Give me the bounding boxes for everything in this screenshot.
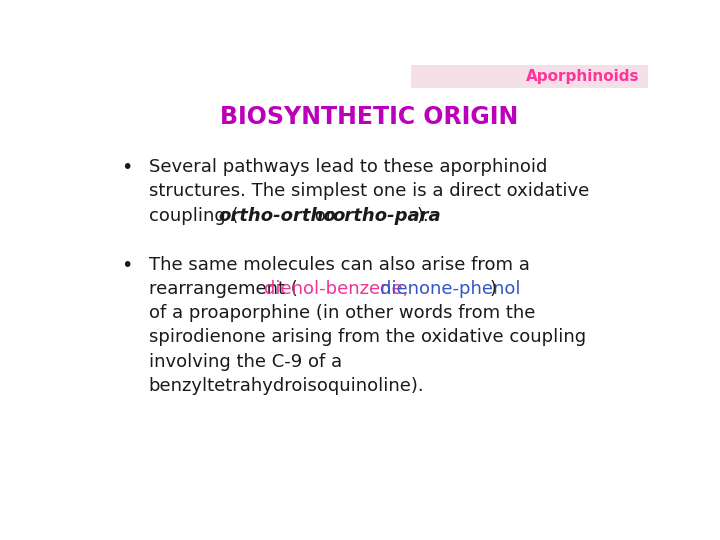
Text: rearrangement (: rearrangement ( [148, 280, 297, 298]
Text: Several pathways lead to these aporphinoid: Several pathways lead to these aporphino… [148, 158, 547, 177]
Text: The same molecules can also arise from a: The same molecules can also arise from a [148, 256, 529, 274]
FancyBboxPatch shape [411, 65, 648, 87]
Text: or: or [309, 207, 339, 225]
Text: of a proaporphine (in other words from the: of a proaporphine (in other words from t… [148, 305, 535, 322]
Text: spirodienone arising from the oxidative coupling: spirodienone arising from the oxidative … [148, 328, 585, 347]
Text: ): ) [489, 280, 496, 298]
Text: ortho-para: ortho-para [333, 207, 441, 225]
Text: Aporphinoids: Aporphinoids [526, 69, 639, 84]
Text: ).: ). [417, 207, 429, 225]
Text: BIOSYNTHETIC ORIGIN: BIOSYNTHETIC ORIGIN [220, 105, 518, 129]
Text: ortho-ortho: ortho-ortho [218, 207, 336, 225]
Text: dienone-phenol: dienone-phenol [380, 280, 521, 298]
Text: structures. The simplest one is a direct oxidative: structures. The simplest one is a direct… [148, 183, 589, 200]
Text: •: • [121, 158, 132, 177]
Text: coupling (: coupling ( [148, 207, 238, 225]
Text: involving the C-9 of a: involving the C-9 of a [148, 353, 342, 370]
Text: benzyltetrahydroisoquinoline).: benzyltetrahydroisoquinoline). [148, 377, 424, 395]
Text: dienol-benzene,: dienol-benzene, [264, 280, 408, 298]
Text: •: • [121, 256, 132, 275]
